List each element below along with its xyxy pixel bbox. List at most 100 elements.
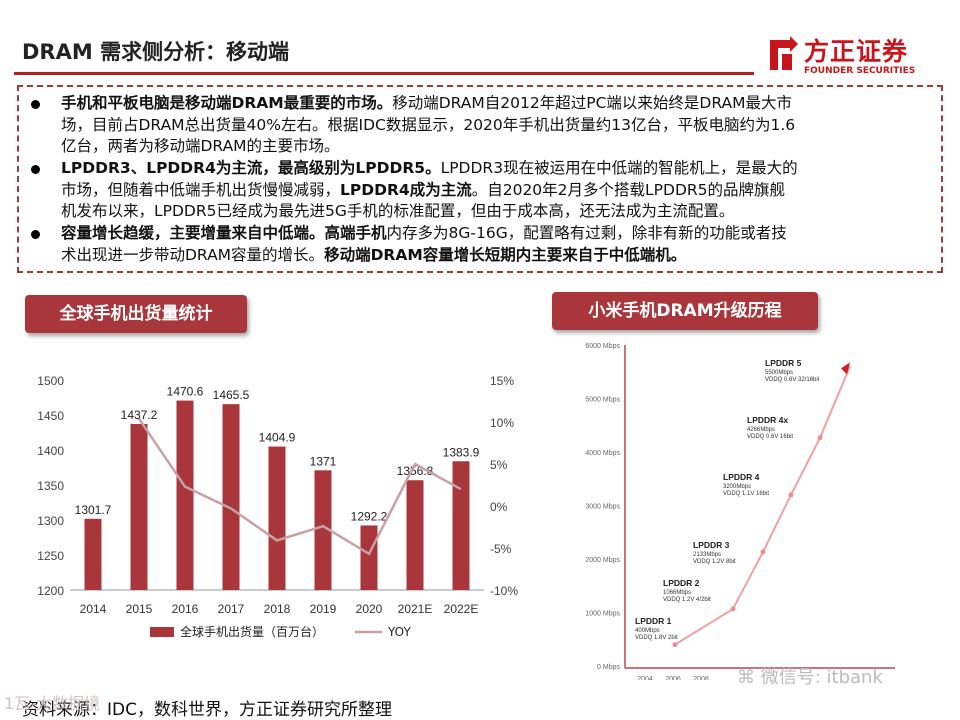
evolution-point — [760, 549, 766, 555]
y-tick-label: 6000 Mbps — [585, 343, 620, 350]
shipment-chart: 1200 1250 1300 1350 1400 1450 1500 -10% -5% 0% 5% 1… — [37, 374, 518, 639]
point-spec: VDDQ 0.6V 16bit — [747, 434, 793, 440]
watermark-left: 1瓦-大数据境 — [4, 694, 100, 713]
bar-data-label: 1404.9 — [259, 431, 296, 445]
y-left-tick: 1350 — [37, 479, 64, 493]
bullet-2-text: LPDDR3现在被运用在中低端的智能机上，是最大的 — [440, 159, 798, 177]
y-left-tick: 1400 — [37, 444, 64, 458]
x-tick-label: 2006 — [665, 676, 681, 680]
point-speed: 5500Mbps — [765, 370, 793, 376]
shipment-bar — [314, 470, 332, 590]
legend-bar-label: 全球手机出货量（百万台） — [180, 624, 324, 639]
shipment-bar — [452, 461, 470, 590]
bar-data-label: 1301.7 — [75, 503, 112, 517]
dram-chart-title: 小米手机DRAM升级历程 — [552, 292, 818, 330]
point-speed: 2133Mbps — [693, 552, 721, 558]
x-tick-label: 2022E — [444, 602, 479, 616]
y-tick-label: 5000 Mbps — [585, 397, 620, 404]
point-speed: 1066Mbps — [663, 590, 691, 596]
summary-box: 手机和平板电脑是移动端DRAM最重要的市场。移动端DRAM自2012年超过PC端… — [17, 85, 943, 273]
bullet-2-line2b: LPDDR4成为主流 — [340, 180, 472, 199]
y-right-tick: 5% — [490, 458, 508, 472]
y-tick-label: 0 Mbps — [597, 664, 620, 671]
point-speed: 3200Mbps — [723, 484, 751, 490]
point-speed: 4266Mbps — [747, 427, 775, 433]
bullet-3-line2b: 移动端DRAM容量增长短期内主要来自于中低端机。 — [324, 245, 687, 264]
arrow-head-icon — [841, 362, 850, 375]
watermark-right-text: 微信号: itbank — [760, 667, 883, 688]
logo-text-cn: 方正证券 — [804, 37, 909, 66]
bullet-1-line2: 场，目前占DRAM总出货量40%左右。根据IDC数据显示，2020年手机出货量约… — [61, 115, 796, 134]
point-spec: VDDQ 1.8V 2bit — [635, 635, 678, 641]
x-tick-label: 2015 — [126, 602, 153, 616]
bullet-dot-icon — [31, 100, 40, 109]
shipment-bar — [406, 480, 424, 590]
bullet-2-line3: 机发布以来，LPDDR5已经成为最先进5G手机的标准配置，但由于成本高，还无法成… — [61, 202, 735, 220]
page-title: DRAM 需求侧分析：移动端 — [22, 40, 290, 64]
y-tick-label: 2000 Mbps — [585, 557, 620, 564]
bar-data-label: 1465.5 — [213, 388, 250, 402]
evolution-point — [817, 435, 823, 441]
bullet-1-line3: 亿台，两者为移动端DRAM的主要市场。 — [61, 137, 340, 155]
bar-data-label: 1292.2 — [351, 509, 388, 523]
x-tick-label: 2020 — [356, 602, 383, 616]
x-tick-label: 2004 — [637, 676, 653, 680]
point-spec: VDDQ 0.6V 32/16bit — [765, 377, 820, 383]
y-left-tick: 1500 — [37, 374, 64, 388]
shipment-bar — [176, 400, 194, 590]
bullet-dot-icon — [31, 230, 40, 239]
y-left-tick: 1250 — [37, 549, 64, 563]
bullet-3-line2a: 术出现进一步带动DRAM容量的增长。 — [61, 245, 325, 264]
bar-data-label: 1470.6 — [167, 385, 204, 399]
shipment-bar — [130, 423, 148, 590]
bar-data-label: 1383.9 — [443, 445, 480, 459]
bullet-2-line2a: 市场，但随着中低端手机出货慢慢减弱， — [61, 180, 341, 199]
evolution-point — [788, 492, 794, 498]
bullet-3-bold2: 高端手机 — [324, 224, 387, 242]
logo-text-en: FOUNDER SECURITIES — [804, 66, 916, 76]
x-tick-label: 2018 — [264, 602, 291, 616]
bar-data-label: 1437.2 — [121, 408, 158, 422]
y-left-tick: 1200 — [37, 584, 64, 598]
x-tick-label: 2014 — [80, 602, 107, 616]
x-tick-label: 2021E — [398, 602, 433, 616]
evolution-line — [674, 366, 851, 646]
shipment-bar — [222, 404, 240, 590]
x-tick-label: 2016 — [172, 602, 199, 616]
x-tick-label: 2008 — [693, 676, 709, 680]
bullet-dot-icon — [31, 165, 40, 174]
shipment-chart-title: 全球手机出货量统计 — [25, 295, 247, 333]
y-tick-label: 4000 Mbps — [585, 450, 620, 457]
wechat-icon: ⌘ — [737, 667, 761, 688]
point-name: LPDDR 4x — [747, 415, 788, 425]
point-spec: VDDQ 1.2V 8bit — [693, 559, 736, 565]
legend-bar-swatch — [150, 627, 174, 637]
x-tick-label: 2017 — [218, 602, 245, 616]
yoy-line — [137, 417, 462, 556]
bullet-1-text: 移动端DRAM自2012年超过PC端以来始终是DRAM最大市 — [392, 94, 792, 112]
watermark-right: ⌘ 微信号: itbank — [737, 663, 883, 689]
dram-evolution-chart: 0 Mbps 1000 Mbps 2000 Mbps 3000 Mbps 4000 Mb… — [585, 343, 895, 680]
x-tick-label: 2019 — [310, 602, 337, 616]
shipment-bar — [84, 518, 102, 590]
bullet-3-text: 内存多为8G-16G，配置略有过剩，除非有新的功能或者技 — [386, 224, 787, 242]
y-right-tick: -5% — [490, 542, 512, 556]
company-logo: 方正证券 FOUNDER SECURITIES — [768, 32, 943, 84]
point-spec: VDDQ 1.2V 4/2bit — [663, 597, 711, 603]
point-name: LPDDR 4 — [723, 472, 760, 482]
legend-line-label: YOY — [387, 625, 411, 639]
y-right-tick: 15% — [490, 374, 514, 388]
bar-data-label: 1371 — [310, 454, 337, 468]
point-name: LPDDR 1 — [635, 616, 672, 626]
bullet-1-bold: 手机和平板电脑是移动端DRAM最重要的市场。 — [61, 94, 393, 112]
bullet-3-bold: 容量增长趋缓，主要增量来自中低端。 — [61, 224, 325, 242]
shipment-bar — [268, 446, 286, 590]
point-speed: 400Mbps — [635, 628, 660, 634]
bullet-2-line2c: 。自2020年2月多个搭载LPDDR5的品牌旗舰 — [471, 180, 786, 199]
shipment-bar — [360, 525, 378, 590]
y-right-tick: 10% — [490, 416, 514, 430]
evolution-point — [730, 606, 736, 612]
y-right-tick: 0% — [490, 500, 508, 514]
source-note: 资料来源：IDC，数科世界，方正证券研究所整理 — [22, 700, 392, 720]
point-spec: VDDQ 1.1V 16bit — [723, 491, 769, 497]
